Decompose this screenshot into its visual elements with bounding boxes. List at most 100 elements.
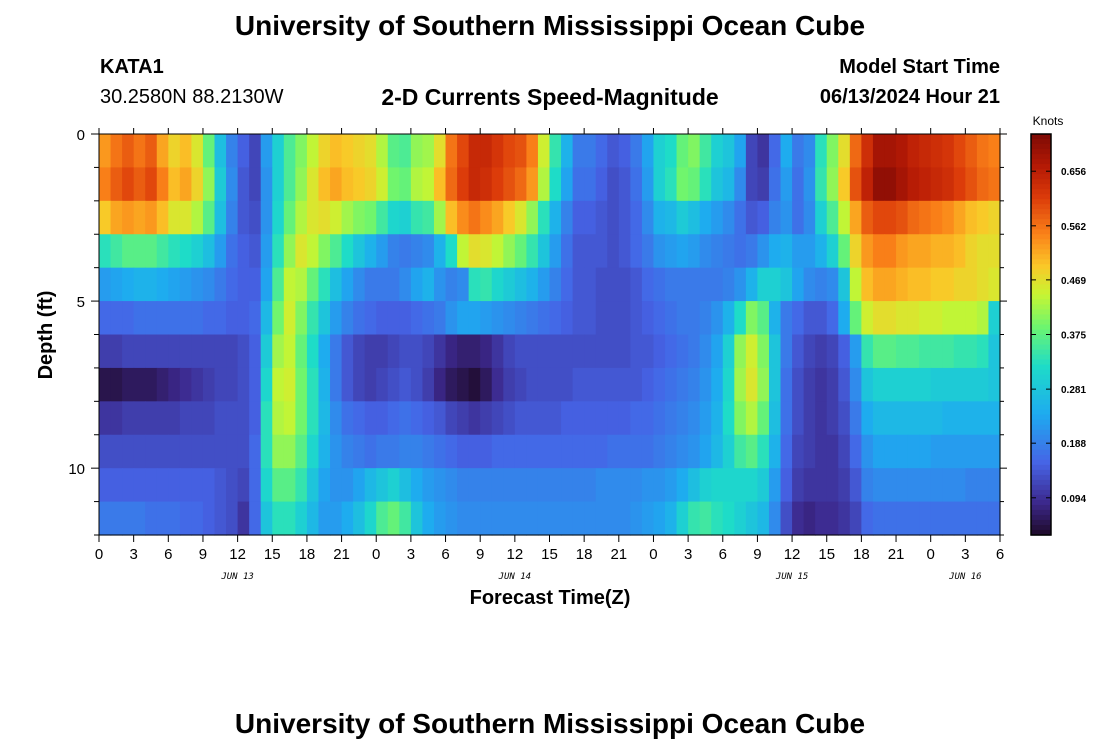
heatmap-cell [861, 167, 874, 202]
x-tick-label: 0 [649, 546, 657, 563]
heatmap-cell [907, 134, 920, 169]
heatmap-cell [641, 301, 655, 336]
heatmap-cell [122, 134, 135, 169]
heatmap-cell [665, 367, 678, 402]
heatmap-cell [526, 367, 539, 402]
heatmap-cell [641, 367, 655, 402]
heatmap-cell [549, 134, 562, 169]
heatmap-cell [226, 367, 239, 402]
heatmap-cell [907, 301, 920, 336]
heatmap-cell [549, 200, 562, 235]
heatmap-cell [919, 200, 932, 235]
heatmap-cell [457, 434, 470, 469]
heatmap-cell [145, 200, 158, 235]
x-axis: 0 3 6 9 12 15 18 21 0 3 6 9 12 15 18 21 0 3 6 9 12 15 18 21 0 3 6 J… [95, 128, 1004, 582]
heatmap-cell [688, 134, 701, 169]
heatmap-cell [214, 501, 227, 536]
heatmap-cell [942, 334, 955, 369]
heatmap-cell [122, 501, 135, 536]
heatmap-cell [896, 167, 909, 202]
heatmap-cell [584, 434, 597, 469]
heatmap-cell [711, 134, 724, 169]
heatmap-cell [445, 234, 458, 269]
heatmap-cell [226, 301, 239, 336]
colorbar-tick-label: 0.188 [1061, 439, 1086, 450]
heatmap-cell [942, 200, 955, 235]
heatmap-cell [422, 434, 435, 469]
heatmap-cell [745, 401, 759, 436]
colorbar-segment [1031, 284, 1051, 290]
heatmap-cell [988, 200, 1001, 235]
heatmap-cell [942, 134, 955, 169]
heatmap-cell [110, 468, 123, 503]
colorbar-segment [1031, 149, 1051, 155]
heatmap-cell [953, 334, 966, 369]
colorbar-segment [1031, 344, 1051, 351]
heatmap-cell [618, 200, 631, 235]
heatmap-cells [99, 134, 1001, 536]
x-date-label: JUN 14 [498, 572, 532, 582]
heatmap-cell [653, 134, 666, 169]
heatmap-cell [179, 301, 193, 336]
heatmap-cell [976, 501, 990, 536]
heatmap-cell [410, 134, 424, 169]
heatmap-cell [353, 200, 366, 235]
heatmap-cell [295, 267, 308, 302]
heatmap-cell [953, 167, 966, 202]
heatmap-cell [491, 501, 504, 536]
heatmap-cell [179, 200, 193, 235]
heatmap-cell [838, 234, 851, 269]
heatmap-cell [410, 401, 424, 436]
heatmap-cell [99, 401, 112, 436]
heatmap-cell [480, 434, 493, 469]
heatmap-cell [849, 401, 862, 436]
heatmap-cell [122, 301, 135, 336]
heatmap-cell [688, 468, 701, 503]
heatmap-cell [156, 301, 169, 336]
heatmap-cell [341, 234, 354, 269]
heatmap-cell [249, 301, 262, 336]
heatmap-cell [110, 134, 123, 169]
x-tick-label: 3 [961, 546, 969, 563]
heatmap-cell [653, 468, 666, 503]
heatmap-cell [711, 434, 724, 469]
heatmap-cell [433, 401, 447, 436]
x-date-label: JUN 16 [948, 572, 982, 582]
heatmap-cell [792, 367, 805, 402]
heatmap-cell [480, 267, 493, 302]
heatmap-cell [168, 134, 181, 169]
heatmap-cell [872, 134, 886, 169]
heatmap-cell [99, 267, 112, 302]
heatmap-cell [976, 267, 990, 302]
heatmap-cell [572, 267, 585, 302]
heatmap-cell [561, 468, 574, 503]
heatmap-cell [815, 301, 828, 336]
heatmap-cell [699, 267, 712, 302]
heatmap-cell [353, 334, 366, 369]
heatmap-cell [849, 234, 862, 269]
heatmap-cell [722, 434, 735, 469]
heatmap-cell [110, 200, 123, 235]
heatmap-cell [699, 167, 712, 202]
heatmap-cell [445, 200, 458, 235]
heatmap-cell [306, 334, 320, 369]
heatmap-cell [607, 200, 620, 235]
heatmap-cell [283, 401, 296, 436]
heatmap-cell [653, 167, 666, 202]
heatmap-cell [572, 134, 585, 169]
heatmap-cell [491, 167, 504, 202]
heatmap-cell [838, 501, 851, 536]
heatmap-cell [237, 234, 250, 269]
heatmap-cell [780, 334, 793, 369]
heatmap-cell [272, 134, 285, 169]
heatmap-cell [457, 234, 470, 269]
heatmap-cell [549, 167, 562, 202]
heatmap-cell [595, 200, 608, 235]
y-axis: 0 5 10 [68, 127, 1007, 536]
heatmap-cell [202, 367, 216, 402]
heatmap-cell [965, 234, 978, 269]
heatmap-cell [318, 200, 331, 235]
heatmap-cell [318, 167, 331, 202]
heatmap-cell [445, 501, 458, 536]
heatmap-cell [780, 267, 793, 302]
